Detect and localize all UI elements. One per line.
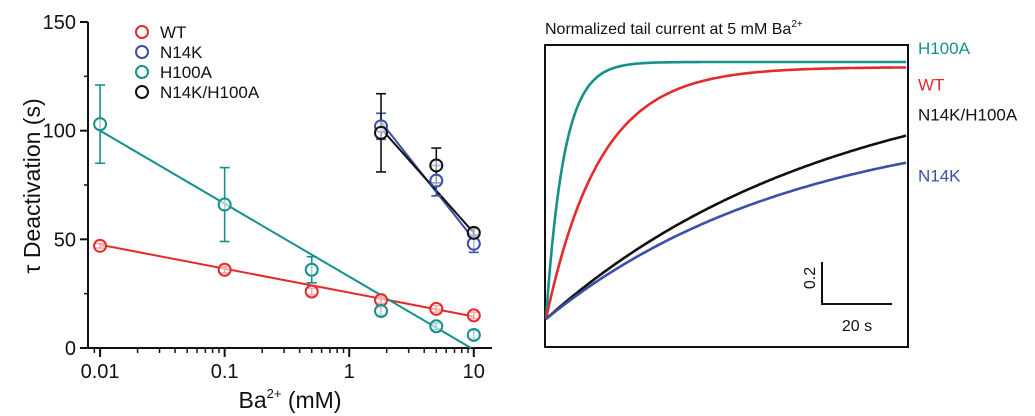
data-points <box>93 117 481 342</box>
x-axis-title: Ba2+ (mM) <box>239 386 342 413</box>
data-point-wt <box>429 301 444 316</box>
legend-marker-wt <box>135 25 149 39</box>
current-trace-n14k-h100a <box>545 134 907 320</box>
current-trace-wt <box>544 66 906 320</box>
legend-label-n14k-h100a: N14K/H100A <box>160 83 260 102</box>
y-tick-label: 100 <box>43 121 76 143</box>
legend-marker-n14k <box>135 45 149 59</box>
trace-label-n14k: N14K <box>918 167 961 186</box>
tail-current-chart: Normalized tail current at 5 mM Ba2+ H10… <box>544 19 1018 348</box>
data-point-wt <box>93 238 108 253</box>
scale-bar-x-label: 20 s <box>842 318 872 335</box>
trace-label-wt: WT <box>918 75 944 94</box>
x-tick-label: 0.01 <box>81 361 120 383</box>
fit-line-wt <box>99 243 474 318</box>
trace-labels: H100A WT N14K/H100A N14K <box>918 39 1018 186</box>
fit-lines <box>99 121 475 349</box>
panel-title-base: Normalized tail current at 5 mM Ba <box>545 21 791 38</box>
x-tick-label: 0.1 <box>211 361 239 383</box>
trace-label-h100a: H100A <box>918 39 971 58</box>
data-point-h100a <box>217 197 232 212</box>
current-trace-h100a <box>544 60 906 320</box>
data-point-wt <box>217 262 232 277</box>
fit-line-n14k-h100a <box>380 127 475 234</box>
data-point-n14k-h100a <box>466 225 481 240</box>
data-point-h100a <box>374 304 389 319</box>
current-trace-n14k <box>545 161 907 321</box>
y-tick-label: 50 <box>54 229 76 251</box>
data-point-n14k-h100a <box>374 125 389 140</box>
current-traces <box>544 60 907 321</box>
legend-label-n14k: N14K <box>160 43 203 62</box>
x-minor-ticks <box>93 348 469 353</box>
data-point-wt <box>466 308 481 323</box>
panel-title: Normalized tail current at 5 mM Ba2+ <box>545 19 803 38</box>
data-point-h100a <box>304 262 319 277</box>
legend-marker-h100a <box>135 65 149 79</box>
data-point-n14k-h100a <box>429 158 444 173</box>
legend-label-h100a: H100A <box>160 63 213 82</box>
axis-ticks <box>80 21 475 357</box>
data-point-h100a <box>466 327 481 342</box>
scale-bar: 0.2 20 s <box>802 262 892 335</box>
trace-label-n14k-h100a: N14K/H100A <box>918 106 1018 125</box>
error-bars <box>95 84 479 341</box>
x-axis-title-sup: 2+ <box>267 386 282 401</box>
y-axis-title: τ Deactivation (s) <box>19 98 45 273</box>
x-axis-title-base: Ba <box>239 387 267 413</box>
plot-frame <box>544 44 909 348</box>
y-tick-label: 0 <box>65 338 76 360</box>
legend-label-wt: WT <box>160 23 186 42</box>
data-point-n14k <box>429 173 444 188</box>
panel-title-sup: 2+ <box>791 19 803 30</box>
legend-marker-n14k-h100a <box>135 85 149 99</box>
y-tick-label: 150 <box>43 12 76 34</box>
data-point-h100a <box>93 117 108 132</box>
data-point-h100a <box>429 319 444 334</box>
x-tick-label: 10 <box>463 361 485 383</box>
data-point-wt <box>304 284 319 299</box>
scale-bar-y-label: 0.2 <box>802 267 819 289</box>
x-tick-label: 1 <box>344 361 355 383</box>
fit-line-h100a <box>99 129 472 349</box>
x-axis-title-unit: (mM) <box>281 387 341 413</box>
